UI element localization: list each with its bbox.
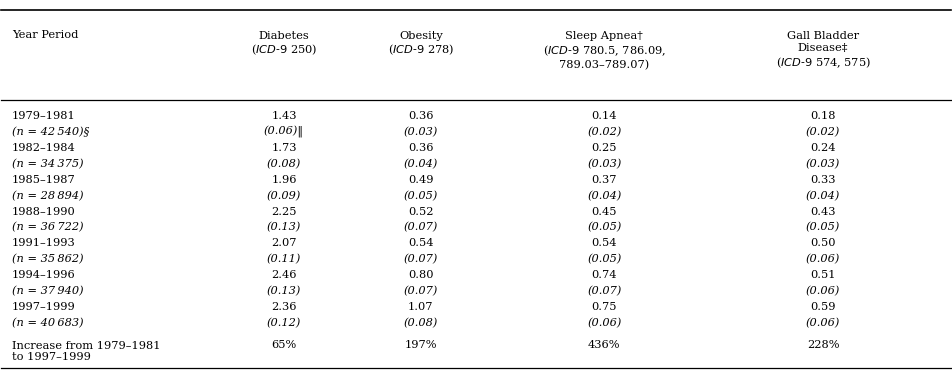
Text: 0.25: 0.25 — [591, 143, 617, 153]
Text: 0.54: 0.54 — [591, 239, 617, 248]
Text: 0.74: 0.74 — [591, 270, 617, 280]
Text: 1997–1999: 1997–1999 — [12, 302, 76, 312]
Text: 0.51: 0.51 — [810, 270, 836, 280]
Text: 0.18: 0.18 — [810, 111, 836, 121]
Text: 0.33: 0.33 — [810, 175, 836, 185]
Text: 2.25: 2.25 — [271, 206, 297, 217]
Text: (0.08): (0.08) — [267, 159, 301, 169]
Text: (0.05): (0.05) — [587, 222, 622, 232]
Text: 1.07: 1.07 — [408, 302, 433, 312]
Text: 0.36: 0.36 — [408, 111, 433, 121]
Text: (0.06)‖: (0.06)‖ — [264, 126, 304, 138]
Text: (0.03): (0.03) — [805, 159, 841, 169]
Text: 1994–1996: 1994–1996 — [12, 270, 76, 280]
Text: 0.49: 0.49 — [408, 175, 433, 185]
Text: (0.06): (0.06) — [805, 318, 841, 328]
Text: Year Period: Year Period — [12, 29, 78, 40]
Text: Sleep Apnea†
($ICD$-$9$ 780.5, 786.09,
789.03–789.07): Sleep Apnea† ($ICD$-$9$ 780.5, 786.09, 7… — [543, 31, 666, 70]
Text: (n = 28 894): (n = 28 894) — [12, 191, 84, 201]
Text: 2.07: 2.07 — [271, 239, 297, 248]
Text: (0.07): (0.07) — [404, 254, 438, 265]
Text: 0.24: 0.24 — [810, 143, 836, 153]
Text: (n = 34 375): (n = 34 375) — [12, 159, 84, 169]
Text: (0.06): (0.06) — [805, 254, 841, 265]
Text: 0.14: 0.14 — [591, 111, 617, 121]
Text: 2.46: 2.46 — [271, 270, 297, 280]
Text: (0.07): (0.07) — [404, 222, 438, 232]
Text: (0.04): (0.04) — [805, 191, 841, 201]
Text: (n = 42 540)§: (n = 42 540)§ — [12, 127, 89, 137]
Text: 1.96: 1.96 — [271, 175, 297, 185]
Text: (0.12): (0.12) — [267, 318, 301, 328]
Text: (0.13): (0.13) — [267, 286, 301, 296]
Text: 0.59: 0.59 — [810, 302, 836, 312]
Text: 197%: 197% — [405, 340, 437, 350]
Text: 1979–1981: 1979–1981 — [12, 111, 76, 121]
Text: (n = 37 940): (n = 37 940) — [12, 286, 84, 296]
Text: (n = 35 862): (n = 35 862) — [12, 254, 84, 265]
Text: 1.43: 1.43 — [271, 111, 297, 121]
Text: 1988–1990: 1988–1990 — [12, 206, 76, 217]
Text: Obesity
($ICD$-$9$ 278): Obesity ($ICD$-$9$ 278) — [387, 31, 454, 57]
Text: (0.06): (0.06) — [805, 286, 841, 296]
Text: (0.03): (0.03) — [404, 127, 438, 137]
Text: (n = 40 683): (n = 40 683) — [12, 318, 84, 328]
Text: 65%: 65% — [271, 340, 297, 350]
Text: (0.11): (0.11) — [267, 254, 301, 265]
Text: 0.36: 0.36 — [408, 143, 433, 153]
Text: 1982–1984: 1982–1984 — [12, 143, 76, 153]
Text: (0.05): (0.05) — [805, 222, 841, 232]
Text: 1.73: 1.73 — [271, 143, 297, 153]
Text: (0.07): (0.07) — [404, 286, 438, 296]
Text: (0.04): (0.04) — [404, 159, 438, 169]
Text: 0.37: 0.37 — [591, 175, 617, 185]
Text: (0.05): (0.05) — [587, 254, 622, 265]
Text: 0.50: 0.50 — [810, 239, 836, 248]
Text: Gall Bladder
Disease‡
($ICD$-$9$ 574, 575): Gall Bladder Disease‡ ($ICD$-$9$ 574, 57… — [776, 31, 870, 70]
Text: 228%: 228% — [806, 340, 840, 350]
Text: 1985–1987: 1985–1987 — [12, 175, 76, 185]
Text: 0.43: 0.43 — [810, 206, 836, 217]
Text: (0.09): (0.09) — [267, 191, 301, 201]
Text: (0.02): (0.02) — [805, 127, 841, 137]
Text: (0.08): (0.08) — [404, 318, 438, 328]
Text: 0.52: 0.52 — [408, 206, 433, 217]
Text: Diabetes
($ICD$-$9$ 250): Diabetes ($ICD$-$9$ 250) — [250, 31, 317, 57]
Text: (0.07): (0.07) — [587, 286, 622, 296]
Text: 436%: 436% — [588, 340, 621, 350]
Text: 0.54: 0.54 — [408, 239, 433, 248]
Text: 1991–1993: 1991–1993 — [12, 239, 76, 248]
Text: (0.06): (0.06) — [587, 318, 622, 328]
Text: 0.45: 0.45 — [591, 206, 617, 217]
Text: (0.05): (0.05) — [404, 191, 438, 201]
Text: (0.04): (0.04) — [587, 191, 622, 201]
Text: 0.80: 0.80 — [408, 270, 433, 280]
Text: (0.13): (0.13) — [267, 222, 301, 232]
Text: (0.03): (0.03) — [587, 159, 622, 169]
Text: Increase from 1979–1981
to 1997–1999: Increase from 1979–1981 to 1997–1999 — [12, 341, 161, 363]
Text: (n = 36 722): (n = 36 722) — [12, 222, 84, 232]
Text: 0.75: 0.75 — [591, 302, 617, 312]
Text: (0.02): (0.02) — [587, 127, 622, 137]
Text: 2.36: 2.36 — [271, 302, 297, 312]
